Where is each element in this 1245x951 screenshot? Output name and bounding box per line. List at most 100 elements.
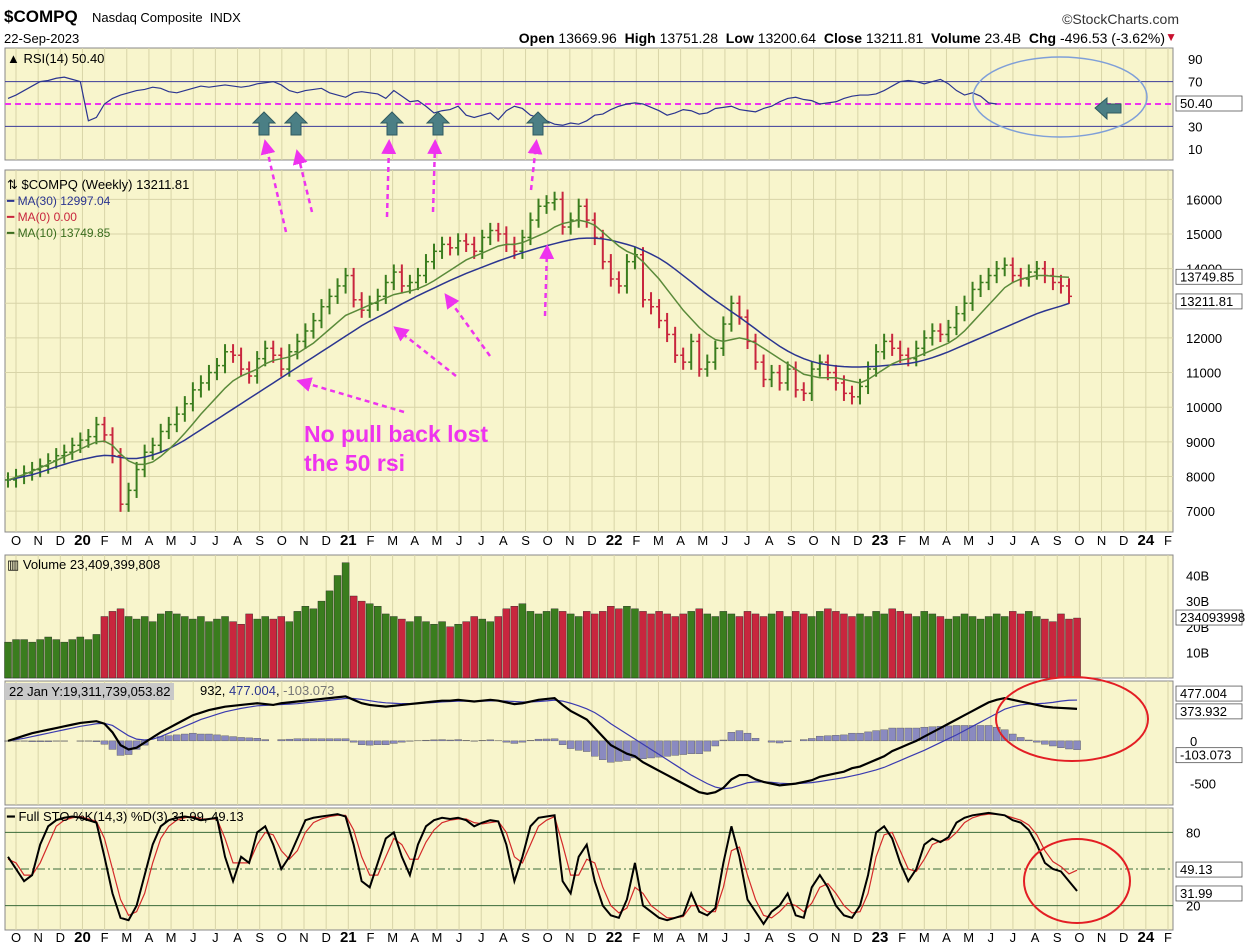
volume-bar xyxy=(615,608,623,679)
volume-bar xyxy=(68,639,77,679)
macd-histogram-bar xyxy=(840,734,848,742)
x-tick-label: S xyxy=(521,533,530,548)
volume-bar xyxy=(800,613,808,679)
volume-bar xyxy=(952,616,961,679)
volume-bar xyxy=(1017,613,1025,679)
volume-bar xyxy=(374,606,382,679)
macd-histogram-bar xyxy=(229,736,237,742)
volume-bar xyxy=(100,616,109,679)
x-tick-label: N xyxy=(1097,930,1106,945)
x-tick-label: O xyxy=(808,930,818,945)
x-tick-label: N xyxy=(831,930,840,945)
x-tick-label: F xyxy=(632,533,640,548)
macd-histogram-bar xyxy=(301,738,310,742)
macd-histogram-bar xyxy=(872,730,880,742)
x-tick-label: J xyxy=(744,930,751,945)
macd-histogram-bar xyxy=(92,740,101,742)
symbol: $COMPQ xyxy=(4,7,78,26)
macd-histogram-bar xyxy=(365,740,374,746)
x-tick-label: D xyxy=(1119,533,1128,548)
x-tick-label: A xyxy=(499,930,508,945)
volume-bar xyxy=(60,641,68,679)
macd-value-label-box xyxy=(1175,703,1243,720)
macd-histogram-bar xyxy=(968,725,977,742)
x-tick-label: D xyxy=(587,533,596,548)
volume-bar xyxy=(1057,613,1065,679)
legend-ma0: ━ MA(0) 0.00 xyxy=(7,210,77,224)
macd-line xyxy=(7,695,1078,796)
x-tick-label: 22 xyxy=(606,929,623,946)
macd-histogram-bar xyxy=(374,740,382,745)
crosshair-tooltip: 22 Jan Y:19,311,739,053.82 xyxy=(5,683,175,700)
volume-bar xyxy=(767,613,776,679)
x-tick-label: M xyxy=(963,533,974,548)
sto-highlight-circle xyxy=(1023,838,1131,924)
volume-bar xyxy=(341,562,350,679)
volume-y-tick: 10B xyxy=(1186,645,1209,660)
x-tick-label: M xyxy=(121,533,132,548)
x-tick-label: M xyxy=(697,533,708,548)
volume-bar xyxy=(197,616,205,679)
rsi-value-label-box xyxy=(1175,95,1243,112)
macd-histogram-bar xyxy=(550,738,559,742)
x-tick-label: 20 xyxy=(74,532,91,549)
macd-histogram-bar xyxy=(446,739,454,742)
macd-histogram-bar xyxy=(534,738,543,742)
x-tick-label: N xyxy=(33,533,42,548)
volume-y-tick: 30B xyxy=(1186,594,1209,609)
x-tick-label: M xyxy=(653,930,664,945)
x-tick-label: A xyxy=(1031,930,1040,945)
x-tick-label: J xyxy=(478,533,485,548)
x-tick-label: F xyxy=(101,533,109,548)
macd-histogram-bar xyxy=(108,740,117,750)
macd-histogram-bar xyxy=(1057,740,1065,748)
source-credit: ©StockCharts.com xyxy=(1062,11,1179,27)
macd-histogram-bar xyxy=(317,738,326,742)
volume-bar xyxy=(671,616,679,679)
price-y-tick: 15000 xyxy=(1186,227,1222,242)
volume-bar xyxy=(301,606,310,679)
macd-signal-line xyxy=(7,697,1078,790)
x-tick-label: M xyxy=(963,930,974,945)
sto-d-value-label: 49.13 xyxy=(1180,862,1213,877)
volume-bar xyxy=(20,639,28,679)
price-y-tick: 11000 xyxy=(1186,366,1221,381)
volume-bar xyxy=(727,613,736,679)
x-tick-label: A xyxy=(1031,533,1040,548)
x-tick-label: A xyxy=(676,533,685,548)
volume-bar xyxy=(912,616,920,679)
macd-histogram-bar xyxy=(422,739,430,742)
x-tick-label: D xyxy=(853,930,862,945)
x-tick-label: O xyxy=(11,930,21,945)
volume-bar xyxy=(735,616,744,679)
x-tick-label: N xyxy=(565,533,574,548)
volume-bar xyxy=(542,611,551,679)
volume-value-label-box xyxy=(1175,609,1243,626)
macd-histogram-bar xyxy=(816,735,824,742)
macd-histogram-bar xyxy=(542,738,551,742)
annotation-arrow xyxy=(381,139,397,218)
volume-bar xyxy=(84,639,93,679)
volume-bar xyxy=(583,611,591,679)
macd-histogram-bar xyxy=(743,732,752,742)
x-tick-label: N xyxy=(299,930,308,945)
macd-histogram-bar xyxy=(735,730,744,742)
macd-histogram-bar xyxy=(213,734,221,742)
rsi-line xyxy=(7,76,997,126)
annotation-text: No pull back lost the 50 rsi xyxy=(304,421,489,476)
macd-histogram-bar xyxy=(430,739,438,742)
volume-bar xyxy=(1065,618,1073,679)
macd-histogram-bar xyxy=(221,735,229,742)
volume-bar xyxy=(245,613,253,679)
rsi-y-tick: 10 xyxy=(1188,142,1202,157)
macd-histogram-bar xyxy=(253,738,261,742)
volume-bar xyxy=(454,623,462,679)
x-tick-label: J xyxy=(1010,930,1017,945)
x-tick-label: A xyxy=(233,533,242,548)
volume-bar xyxy=(791,611,800,679)
volume-bar xyxy=(1000,616,1009,679)
x-tick-label: O xyxy=(277,533,287,548)
volume-bar xyxy=(261,616,269,679)
x-tick-label: N xyxy=(831,533,840,548)
macd-histogram-bar xyxy=(100,740,109,745)
